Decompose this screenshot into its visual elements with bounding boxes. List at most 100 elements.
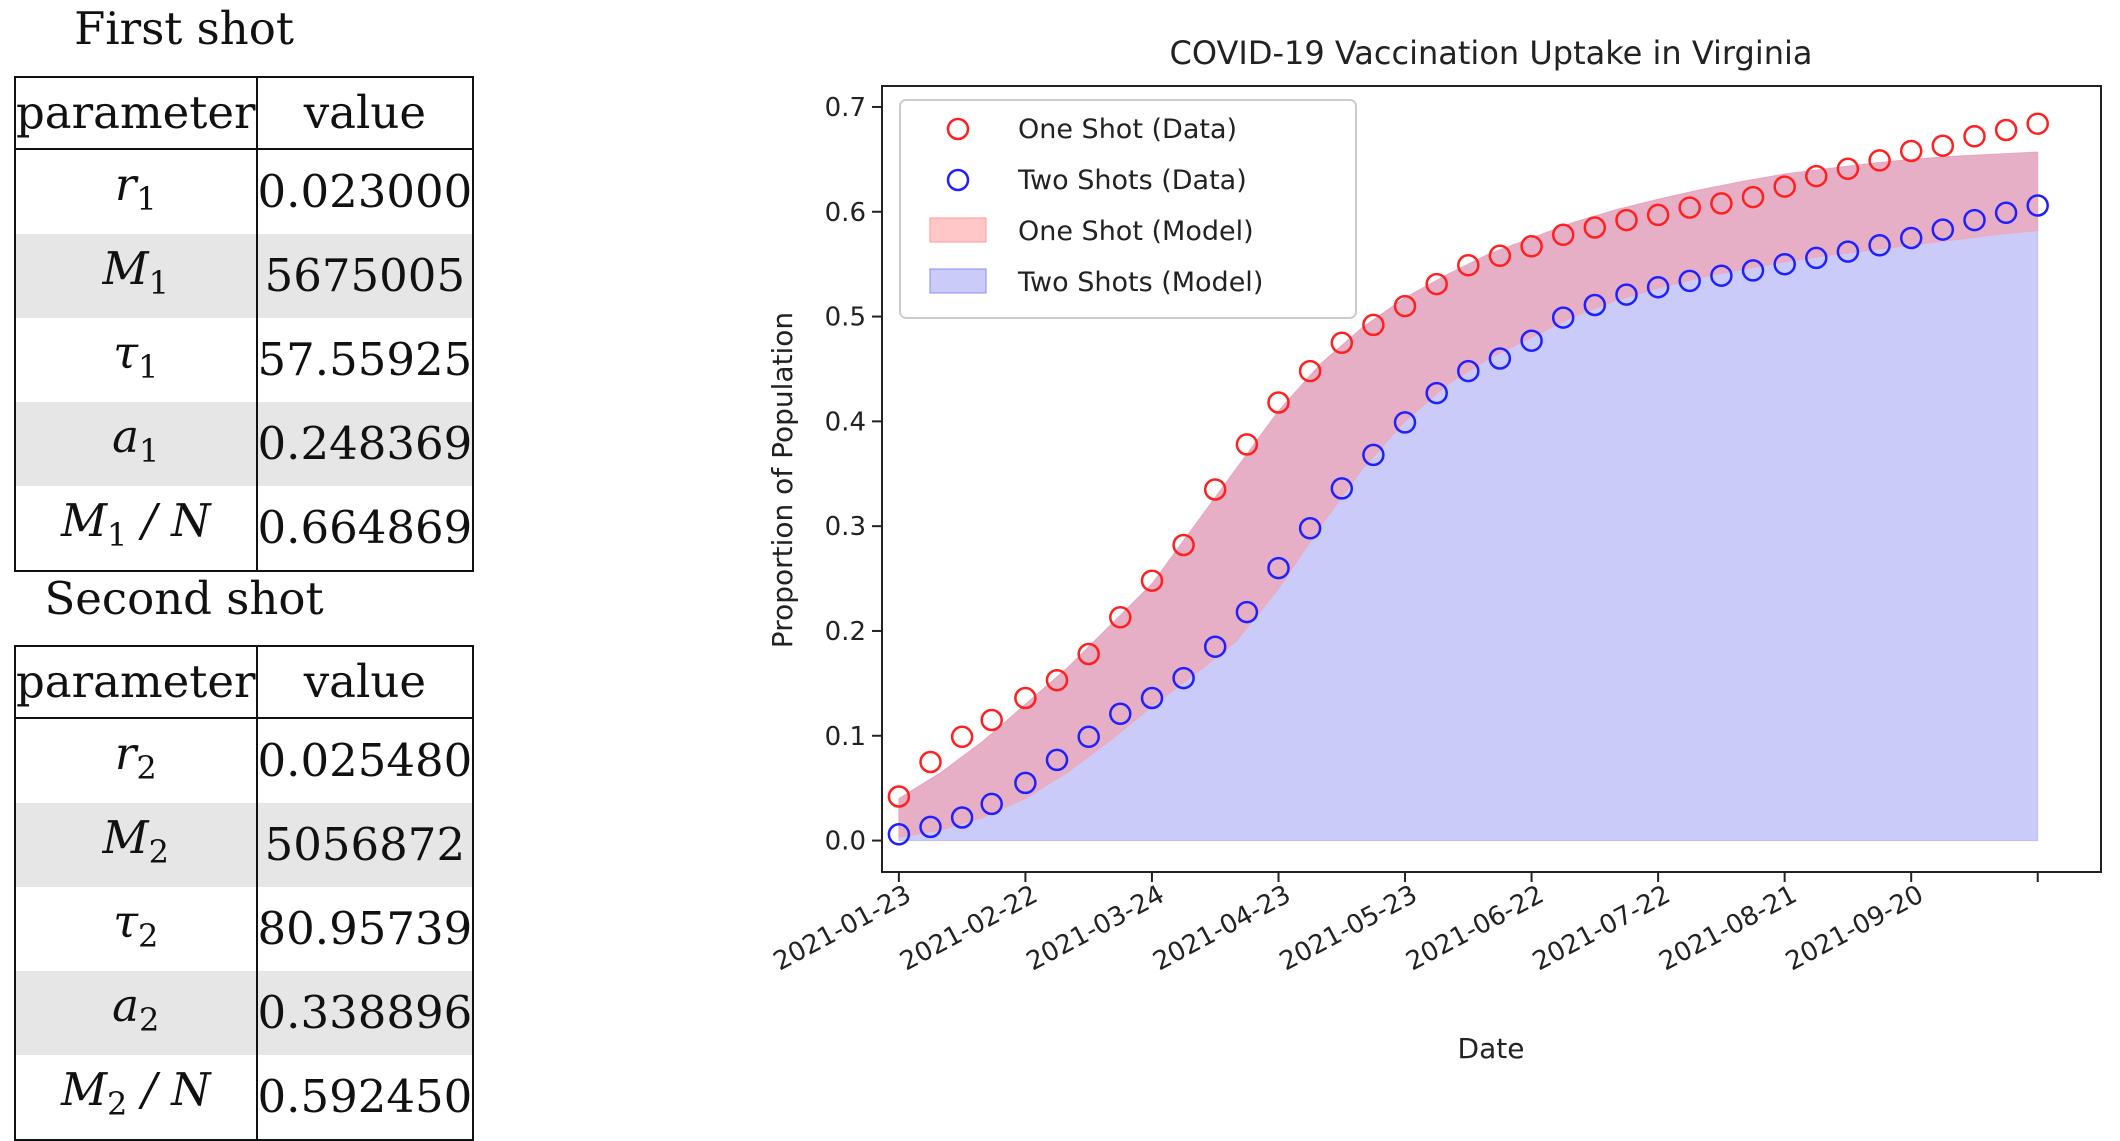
two-shots-point	[1931, 218, 1955, 241]
one-shot-point	[1678, 196, 1701, 219]
one-shot-point	[1077, 642, 1100, 666]
one-shot-point	[950, 725, 974, 749]
parameter-subscript: 1	[148, 264, 169, 302]
x-tick-label: 2021-06-22	[1401, 880, 1549, 977]
y-axis-label: Proportion of Population	[766, 312, 799, 648]
parameter-cell: r2	[15, 718, 258, 803]
one-shot-point	[1362, 313, 1385, 337]
table-row: M1 5675005	[15, 234, 474, 318]
x-tick-label: 2021-03-24	[1022, 880, 1170, 977]
data-points	[887, 112, 2049, 846]
x-tick-label: 2021-02-22	[895, 880, 1043, 977]
value-cell: 5056872	[256, 803, 474, 887]
two-shots-point	[980, 792, 1003, 816]
parameter-subscript: 2	[107, 1085, 128, 1123]
one-shot-point	[1267, 391, 1290, 414]
table-caption: First shot	[74, 2, 294, 55]
two-shots-point	[1710, 264, 1733, 287]
two-shots-point	[1583, 293, 1607, 317]
two-shots-point	[1109, 702, 1132, 726]
parameter-symbol: a	[112, 979, 139, 1032]
parameter-symbol: τ	[113, 895, 139, 948]
two-shots-point	[1678, 269, 1701, 293]
parameter-cell: τ1	[15, 318, 258, 402]
one-shot-point	[980, 708, 1003, 732]
table-row: τ2 80.95739	[15, 887, 473, 971]
two-shots-point	[1899, 226, 1923, 250]
x-axis: 2021-01-232021-02-222021-03-242021-04-23…	[769, 872, 2039, 977]
header-parameter: parameter	[15, 77, 258, 150]
two-shots-point	[1615, 283, 1638, 306]
parameter-symbol: a	[112, 410, 139, 463]
two-shots-point	[1140, 686, 1164, 710]
header-value: value	[256, 646, 474, 719]
one-shot-point	[1805, 164, 1828, 188]
parameter-symbol: r	[114, 158, 137, 211]
one-shot-point	[1298, 359, 1322, 383]
two-shots-point	[1235, 600, 1259, 624]
x-tick-label: 2021-08-21	[1654, 880, 1802, 977]
one-shot-point	[1330, 331, 1354, 355]
x-tick-label: 2021-04-23	[1148, 880, 1296, 977]
two-shots-point	[1520, 329, 1543, 352]
one-shot-point	[887, 785, 911, 808]
two-shots-point	[1393, 411, 1417, 434]
one-shot-point	[1393, 294, 1417, 318]
two-shots-point	[950, 806, 974, 829]
table-row: r2 0.025480	[15, 718, 473, 803]
parameter-subscript: 2	[148, 833, 169, 871]
y-tick-label: 0.7	[825, 93, 866, 123]
parameter-symbol: M	[102, 811, 149, 864]
parameter-cell: τ2	[15, 887, 258, 971]
y-tick-label: 0.0	[825, 827, 866, 857]
legend-swatch-two-shots-model	[929, 268, 987, 294]
legend: One Shot (Data) Two Shots (Data) One Shot …	[899, 99, 1357, 319]
two-shots-point	[1773, 252, 1796, 276]
parameter-cell: a2	[15, 971, 258, 1055]
two-shots-point	[1267, 556, 1290, 580]
one-shot-point	[1140, 569, 1164, 592]
one-shot-point	[1710, 192, 1733, 215]
parameter-subscript: 1	[139, 432, 160, 470]
one-shot-point	[1646, 203, 1670, 227]
one-shot-point	[1203, 478, 1227, 501]
one-shot-point	[919, 750, 942, 774]
one-shot-point	[1899, 139, 1923, 163]
value-cell: 0.664869	[257, 501, 473, 554]
one-shot-point	[1868, 149, 1891, 172]
legend-marker-two-shots-data	[946, 168, 970, 192]
two-shots-point	[1203, 635, 1227, 658]
parameter-symbol: r	[114, 727, 137, 780]
legend-label-one-shot-data: One Shot (Data)	[1018, 114, 1237, 145]
table-row: M1 / N 0.664869	[15, 486, 473, 571]
two-shots-point	[1646, 275, 1670, 299]
parameter-cell: a1	[15, 402, 258, 486]
value-cell: 0.023000	[257, 165, 473, 218]
one-shot-point	[2026, 112, 2049, 135]
one-shot-point	[1425, 272, 1448, 296]
parameter-table: parameter value r1 0.023000 M1 5675005 τ1 57.55…	[14, 76, 475, 572]
two-shots-point	[1551, 306, 1575, 329]
two-shots-point	[1014, 771, 1037, 795]
legend-label-two-shots-data: Two Shots (Data)	[1017, 165, 1247, 196]
y-tick-label: 0.4	[825, 407, 866, 437]
two-shots-point	[2026, 194, 2049, 217]
parameter-subscript: 1	[136, 180, 157, 218]
legend-box	[899, 99, 1357, 319]
y-tick-label: 0.5	[825, 303, 866, 333]
parameter-symbol: M	[102, 242, 149, 295]
parameter-subscript: 1	[138, 348, 159, 386]
two-shots-point	[1172, 666, 1195, 690]
x-tick-label: 2021-09-20	[1781, 880, 1929, 977]
parameter-cell: M2	[15, 803, 258, 887]
value-cell: 57.55925	[257, 333, 473, 386]
two-shots-point	[1362, 443, 1385, 467]
two-shots-point	[1868, 234, 1891, 257]
one-shot-point	[1488, 244, 1512, 268]
table-row: r1 0.023000	[15, 149, 473, 234]
value-cell: 0.338896	[256, 971, 474, 1055]
one-shot-point	[1045, 668, 1069, 692]
two-shots-point	[1836, 240, 1860, 263]
one-shot-point	[1172, 533, 1195, 557]
legend-label-two-shots-model: Two Shots (Model)	[1017, 267, 1263, 298]
